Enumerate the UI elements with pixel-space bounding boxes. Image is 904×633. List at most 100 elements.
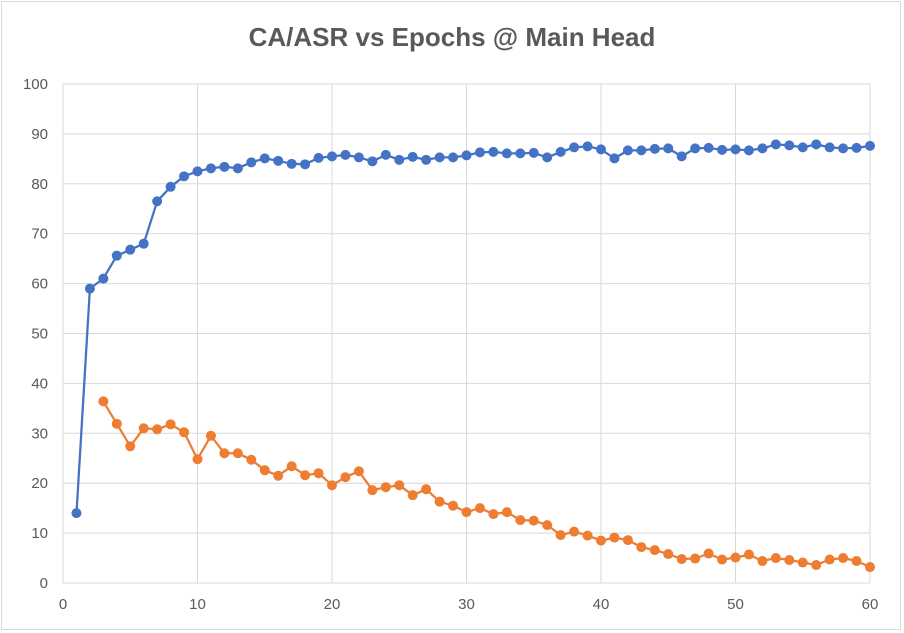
data-point-ca [71,508,82,519]
data-point-ca [717,144,728,155]
x-tick-label: 40 [593,596,610,613]
axes: 0 10 20 30 40 50 60 70 80 90 100 0 10 20 30 40 50 60 [23,76,878,613]
data-point-ca [488,146,499,157]
data-point-asr [300,470,311,481]
data-point-asr [743,549,754,560]
data-point-asr [421,484,432,495]
data-point-ca [474,147,485,158]
data-point-ca [98,273,109,284]
data-point-asr [407,490,418,501]
data-point-asr [757,556,768,567]
data-point-asr [811,560,822,571]
data-point-ca [596,144,606,155]
data-point-ca [434,152,445,163]
data-point-ca [394,154,405,165]
data-point-ca [528,147,539,158]
data-point-asr [703,548,714,559]
data-point-asr [380,482,391,493]
y-tick-label: 60 [31,276,48,293]
data-point-asr [246,454,257,465]
y-tick-label: 40 [31,375,48,392]
data-point-asr [501,507,512,518]
data-point-asr [474,503,485,514]
data-point-ca [286,158,297,169]
data-point-ca [111,250,122,261]
data-point-ca [84,283,95,294]
data-point-asr [152,424,163,435]
data-point-asr [690,553,701,564]
data-point-asr [488,509,499,520]
data-point-ca [273,155,284,166]
y-tick-label: 90 [31,126,48,143]
x-tick-label: 20 [324,596,341,613]
grid [62,83,871,584]
data-point-ca [327,151,337,162]
series-line-asr [102,400,871,569]
data-point-asr [542,520,553,531]
data-point-ca [501,148,512,159]
data-point-asr [622,535,633,546]
data-point-ca [179,171,190,182]
data-point-asr [838,553,849,564]
data-point-ca [676,151,687,162]
data-point-ca [784,140,795,151]
x-tick-label: 30 [458,596,475,613]
data-point-asr [528,515,539,526]
data-point-ca [461,150,472,161]
data-point-asr [717,554,728,565]
data-point-asr [555,530,566,541]
y-tick-label: 10 [31,525,48,542]
data-point-asr [353,466,364,477]
data-point-asr [851,556,862,567]
y-tick-label: 30 [31,425,48,442]
data-point-ca [838,143,849,154]
data-point-asr [730,552,741,563]
data-point-ca [703,142,714,153]
data-point-ca [259,153,270,164]
data-point-ca [421,154,432,165]
data-point-ca [542,152,553,163]
data-point-ca [219,161,230,172]
series-asr [98,396,875,573]
data-point-asr [636,542,647,553]
data-point-asr [138,423,149,434]
data-point-asr [205,430,216,441]
data-point-ca [636,145,647,156]
data-point-asr [649,545,660,556]
data-point-asr [111,418,122,429]
data-point-ca [582,141,593,152]
data-point-ca [300,159,311,170]
data-point-asr [340,472,351,483]
data-point-asr [327,480,337,491]
data-point-ca [205,163,216,174]
data-point-asr [219,448,230,459]
data-point-ca [407,151,418,162]
data-point-asr [179,427,190,438]
data-point-asr [770,553,781,564]
data-point-asr [824,554,835,565]
x-tick-label: 60 [862,596,879,613]
x-tick-label: 50 [727,596,744,613]
y-tick-label: 80 [31,176,48,193]
data-point-asr [609,532,620,543]
data-point-asr [313,468,324,479]
data-point-ca [649,143,660,154]
data-point-ca [380,149,391,160]
data-point-asr [232,448,243,459]
series-ca [71,139,875,519]
data-point-ca [690,143,701,154]
data-point-ca [138,238,149,249]
data-point-ca [448,152,459,163]
data-point-ca [824,142,835,153]
data-point-asr [125,441,136,452]
data-point-ca [811,139,822,150]
data-point-asr [165,419,176,430]
data-point-asr [394,480,405,491]
data-point-ca [609,153,620,164]
data-point-asr [797,557,808,568]
data-point-asr [596,535,606,546]
data-point-asr [98,396,109,407]
y-tick-label: 50 [31,326,48,343]
